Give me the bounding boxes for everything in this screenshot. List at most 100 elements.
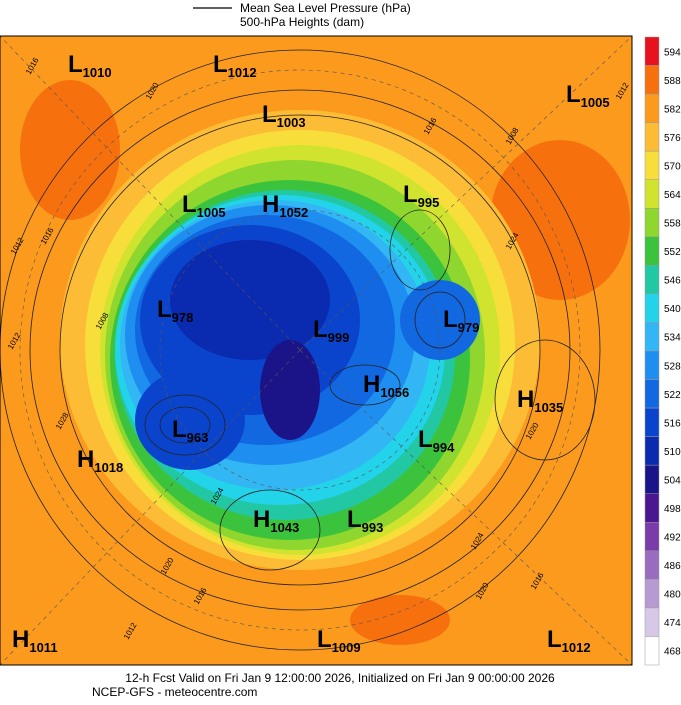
pressure-center: H1043 xyxy=(253,506,299,535)
center-value: 995 xyxy=(418,195,440,210)
pressure-center: L1005 xyxy=(566,81,610,110)
colorbar-box xyxy=(644,607,660,637)
field xyxy=(350,595,450,645)
colorbar-label: 534 xyxy=(664,333,681,344)
colorbar-label: 528 xyxy=(664,361,681,372)
graticule xyxy=(0,36,632,665)
colorbar-label: 552 xyxy=(664,247,681,258)
colorbar-box xyxy=(644,436,660,466)
colorbar-label: 546 xyxy=(664,276,681,287)
center-kind: L xyxy=(566,81,581,108)
center-kind: L xyxy=(68,51,83,78)
colorbar-box xyxy=(644,579,660,609)
pressure-center: L994 xyxy=(418,426,455,455)
center-value: 1035 xyxy=(534,400,563,415)
center-value: 993 xyxy=(362,520,384,535)
pressure-center: L979 xyxy=(443,306,479,335)
colorbar-label: 582 xyxy=(664,104,681,115)
colorbar-box xyxy=(644,179,660,209)
center-value: 1010 xyxy=(83,65,112,80)
center-value: 1012 xyxy=(562,640,591,655)
colorbar-box xyxy=(644,493,660,523)
colorbar-label: 522 xyxy=(664,390,681,401)
center-kind: L xyxy=(317,626,332,653)
center-kind: L xyxy=(418,426,433,453)
pressure-center: L999 xyxy=(313,316,349,345)
colorbar-box xyxy=(644,464,660,494)
colorbar-label: 570 xyxy=(664,161,681,172)
colorbar-label: 492 xyxy=(664,533,681,544)
colorbar-box xyxy=(644,150,660,180)
colorbar-label: 564 xyxy=(664,190,681,201)
colorbar-box xyxy=(644,350,660,380)
pressure-center: L993 xyxy=(347,506,383,535)
center-kind: L xyxy=(313,316,328,343)
pressure-center: L1005 xyxy=(182,191,226,220)
pressure-center: L1010 xyxy=(68,51,112,80)
center-value: 999 xyxy=(328,330,350,345)
pressure-center: H1056 xyxy=(363,371,409,400)
map-frame xyxy=(0,35,633,666)
colorbar-label: 558 xyxy=(664,219,681,230)
center-value: 1012 xyxy=(228,65,257,80)
colorbar-label: 468 xyxy=(664,647,681,658)
colorbar-label: 540 xyxy=(664,304,681,315)
colorbar-label: 498 xyxy=(664,504,681,515)
colorbar-box xyxy=(644,379,660,409)
center-kind: L xyxy=(262,101,277,128)
colorbar-label: 504 xyxy=(664,475,681,486)
field xyxy=(400,280,480,360)
center-value: 1005 xyxy=(197,205,226,220)
colorbar: 594 588 582 576 570 564 558 552 546 540 534 528 522 5… xyxy=(644,36,681,666)
colorbar-label: 576 xyxy=(664,133,681,144)
colorbar-box xyxy=(644,265,660,295)
colorbar-box xyxy=(644,550,660,580)
colorbar-label: 480 xyxy=(664,590,681,601)
isobars xyxy=(0,49,601,651)
colorbar-box xyxy=(644,636,660,666)
center-kind: H xyxy=(262,191,279,218)
colorbar-label: 486 xyxy=(664,561,681,572)
center-kind: L xyxy=(172,416,187,443)
center-kind: L xyxy=(182,191,197,218)
center-kind: H xyxy=(77,446,94,473)
center-value: 1056 xyxy=(380,385,409,400)
footer-credit: NCEP-GFS - meteocentre.com xyxy=(92,685,257,699)
legend-heights: 500-hPa Heights (dam) xyxy=(240,15,364,29)
center-value: 1011 xyxy=(29,640,57,655)
colorbar-box xyxy=(644,208,660,238)
center-kind: H xyxy=(12,626,29,653)
pressure-center: H1011 xyxy=(12,626,58,655)
colorbar-box xyxy=(644,65,660,95)
center-value: 1018 xyxy=(94,460,123,475)
center-kind: L xyxy=(547,626,562,653)
pressure-center: H1035 xyxy=(517,386,563,415)
center-value: 1003 xyxy=(277,115,306,130)
center-value: 994 xyxy=(433,440,455,455)
field xyxy=(170,240,330,360)
pressure-center: L1003 xyxy=(262,101,306,130)
colorbar-box xyxy=(644,522,660,552)
center-kind: L xyxy=(157,296,172,323)
colorbar-box xyxy=(644,407,660,437)
legend-pressure: Mean Sea Level Pressure (hPa) xyxy=(240,1,411,15)
center-value: 979 xyxy=(458,320,480,335)
center-kind: L xyxy=(347,506,362,533)
pressure-center: L1012 xyxy=(213,51,257,80)
colorbar-box xyxy=(644,122,660,152)
colorbar-box xyxy=(644,236,660,266)
colorbar-label: 510 xyxy=(664,447,681,458)
pressure-center: H1052 xyxy=(262,191,308,220)
center-kind: H xyxy=(363,371,380,398)
colorbar-box xyxy=(644,93,660,123)
pressure-center: L1009 xyxy=(317,626,361,655)
center-kind: H xyxy=(517,386,534,413)
center-kind: L xyxy=(403,181,418,208)
center-kind: H xyxy=(253,506,270,533)
colorbar-box xyxy=(644,293,660,323)
center-value: 1052 xyxy=(279,205,308,220)
colorbar-box xyxy=(644,322,660,352)
